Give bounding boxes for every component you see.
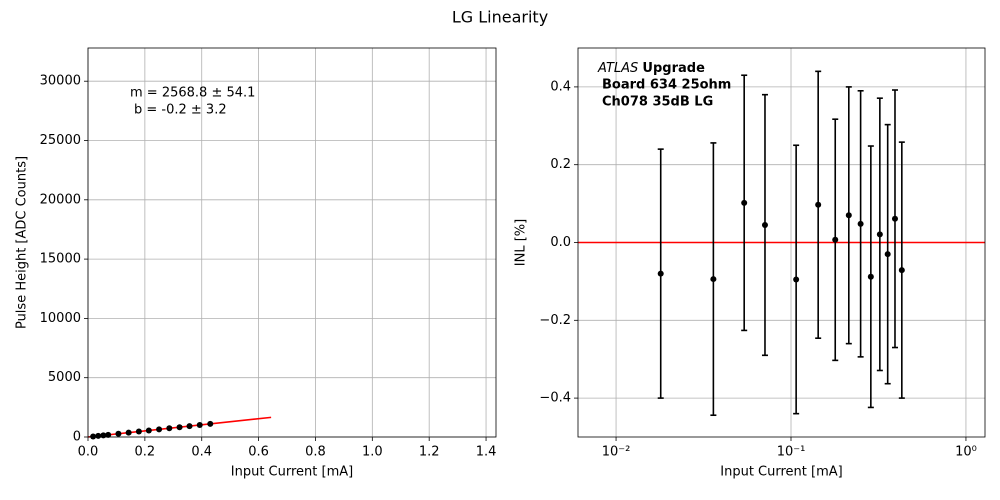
y-tick-label: 0.4: [550, 79, 571, 94]
data-point: [884, 251, 891, 258]
data-point: [115, 430, 122, 437]
annotation: ATLAS: [597, 61, 638, 76]
data-point: [793, 276, 800, 283]
data-point: [857, 220, 864, 227]
y-tick-label: 20000: [40, 192, 81, 207]
data-point: [166, 425, 173, 432]
x-tick-label: 0.8: [305, 445, 326, 460]
figure-title: LG Linearity: [452, 8, 548, 27]
data-point: [196, 422, 203, 429]
y-tick-label: −0.2: [539, 313, 571, 328]
annotation: Ch078 35dB LG: [602, 95, 713, 110]
x-axis-label: Input Current [mA]: [231, 465, 353, 480]
data-point: [832, 236, 839, 243]
data-point: [145, 427, 152, 434]
axes-frame: [87, 47, 497, 438]
y-tick-label: 25000: [40, 133, 81, 148]
axes-frame: [577, 47, 986, 438]
y-tick-label: 0.2: [550, 157, 571, 172]
data-point: [845, 212, 852, 219]
x-tick-label: 0.2: [135, 445, 156, 460]
data-point: [657, 270, 664, 277]
data-point: [741, 199, 748, 206]
x-tick-label: 1.4: [476, 445, 497, 460]
x-tick-label: 0.4: [191, 445, 212, 460]
annotations: m = 2568.8 ± 54.1 b = -0.2 ± 3.2 ATLAS U…: [130, 61, 731, 118]
x-tick-label: 0.0: [78, 445, 99, 460]
data-point: [90, 433, 97, 440]
y-tick-label: 0.0: [550, 235, 571, 250]
y-tick-label: 30000: [40, 74, 81, 89]
data-point: [176, 424, 183, 431]
data-point: [876, 231, 883, 238]
x-tick-label: 10⁻²: [602, 445, 631, 460]
data-point: [105, 431, 112, 438]
annotation: b = -0.2 ± 3.2: [134, 103, 227, 118]
x-tick-label: 1.2: [419, 445, 440, 460]
x-axis-label: Input Current [mA]: [720, 465, 842, 480]
data-point: [867, 273, 874, 280]
data-point: [125, 429, 132, 436]
y-tick-label: 0: [73, 430, 81, 445]
data-point: [891, 215, 898, 222]
y-tick-label: 15000: [40, 252, 81, 267]
data-point: [156, 426, 163, 433]
left-panel: 0.0 0.2 0.4 0.6 0.8 1.0 1.2 1.4 0 5000 10000 15000 2…: [15, 47, 497, 480]
annotation: ATLAS Upgrade: [597, 61, 705, 76]
data-point: [95, 432, 102, 439]
x-tick-label: 10⁰: [955, 445, 977, 460]
y-tick-label: 5000: [48, 370, 81, 385]
x-tick-label: 0.6: [248, 445, 269, 460]
y-tick-label: 10000: [40, 311, 81, 326]
y-tick-label: −0.4: [539, 391, 571, 406]
annotation: m = 2568.8 ± 54.1: [130, 86, 255, 101]
data-point: [710, 276, 717, 283]
x-tick-label: 1.0: [362, 445, 383, 460]
data-point: [898, 267, 905, 274]
y-axis-label: Pulse Height [ADC Counts]: [15, 156, 30, 329]
annotation: Board 634 25ohm: [602, 78, 731, 93]
right-panel: 10⁻² 10⁻¹ 10⁰ −0.4 −0.2 0.0 0.2 0.4 Input Curren…: [514, 47, 986, 480]
data-point: [135, 428, 142, 435]
data-point: [815, 201, 822, 208]
y-axis-label: INL [%]: [514, 219, 529, 266]
data-point: [186, 423, 193, 430]
data-point: [761, 221, 768, 228]
x-tick-label: 10⁻¹: [777, 445, 806, 460]
annotation: Upgrade: [642, 61, 705, 76]
data-point: [207, 420, 214, 427]
